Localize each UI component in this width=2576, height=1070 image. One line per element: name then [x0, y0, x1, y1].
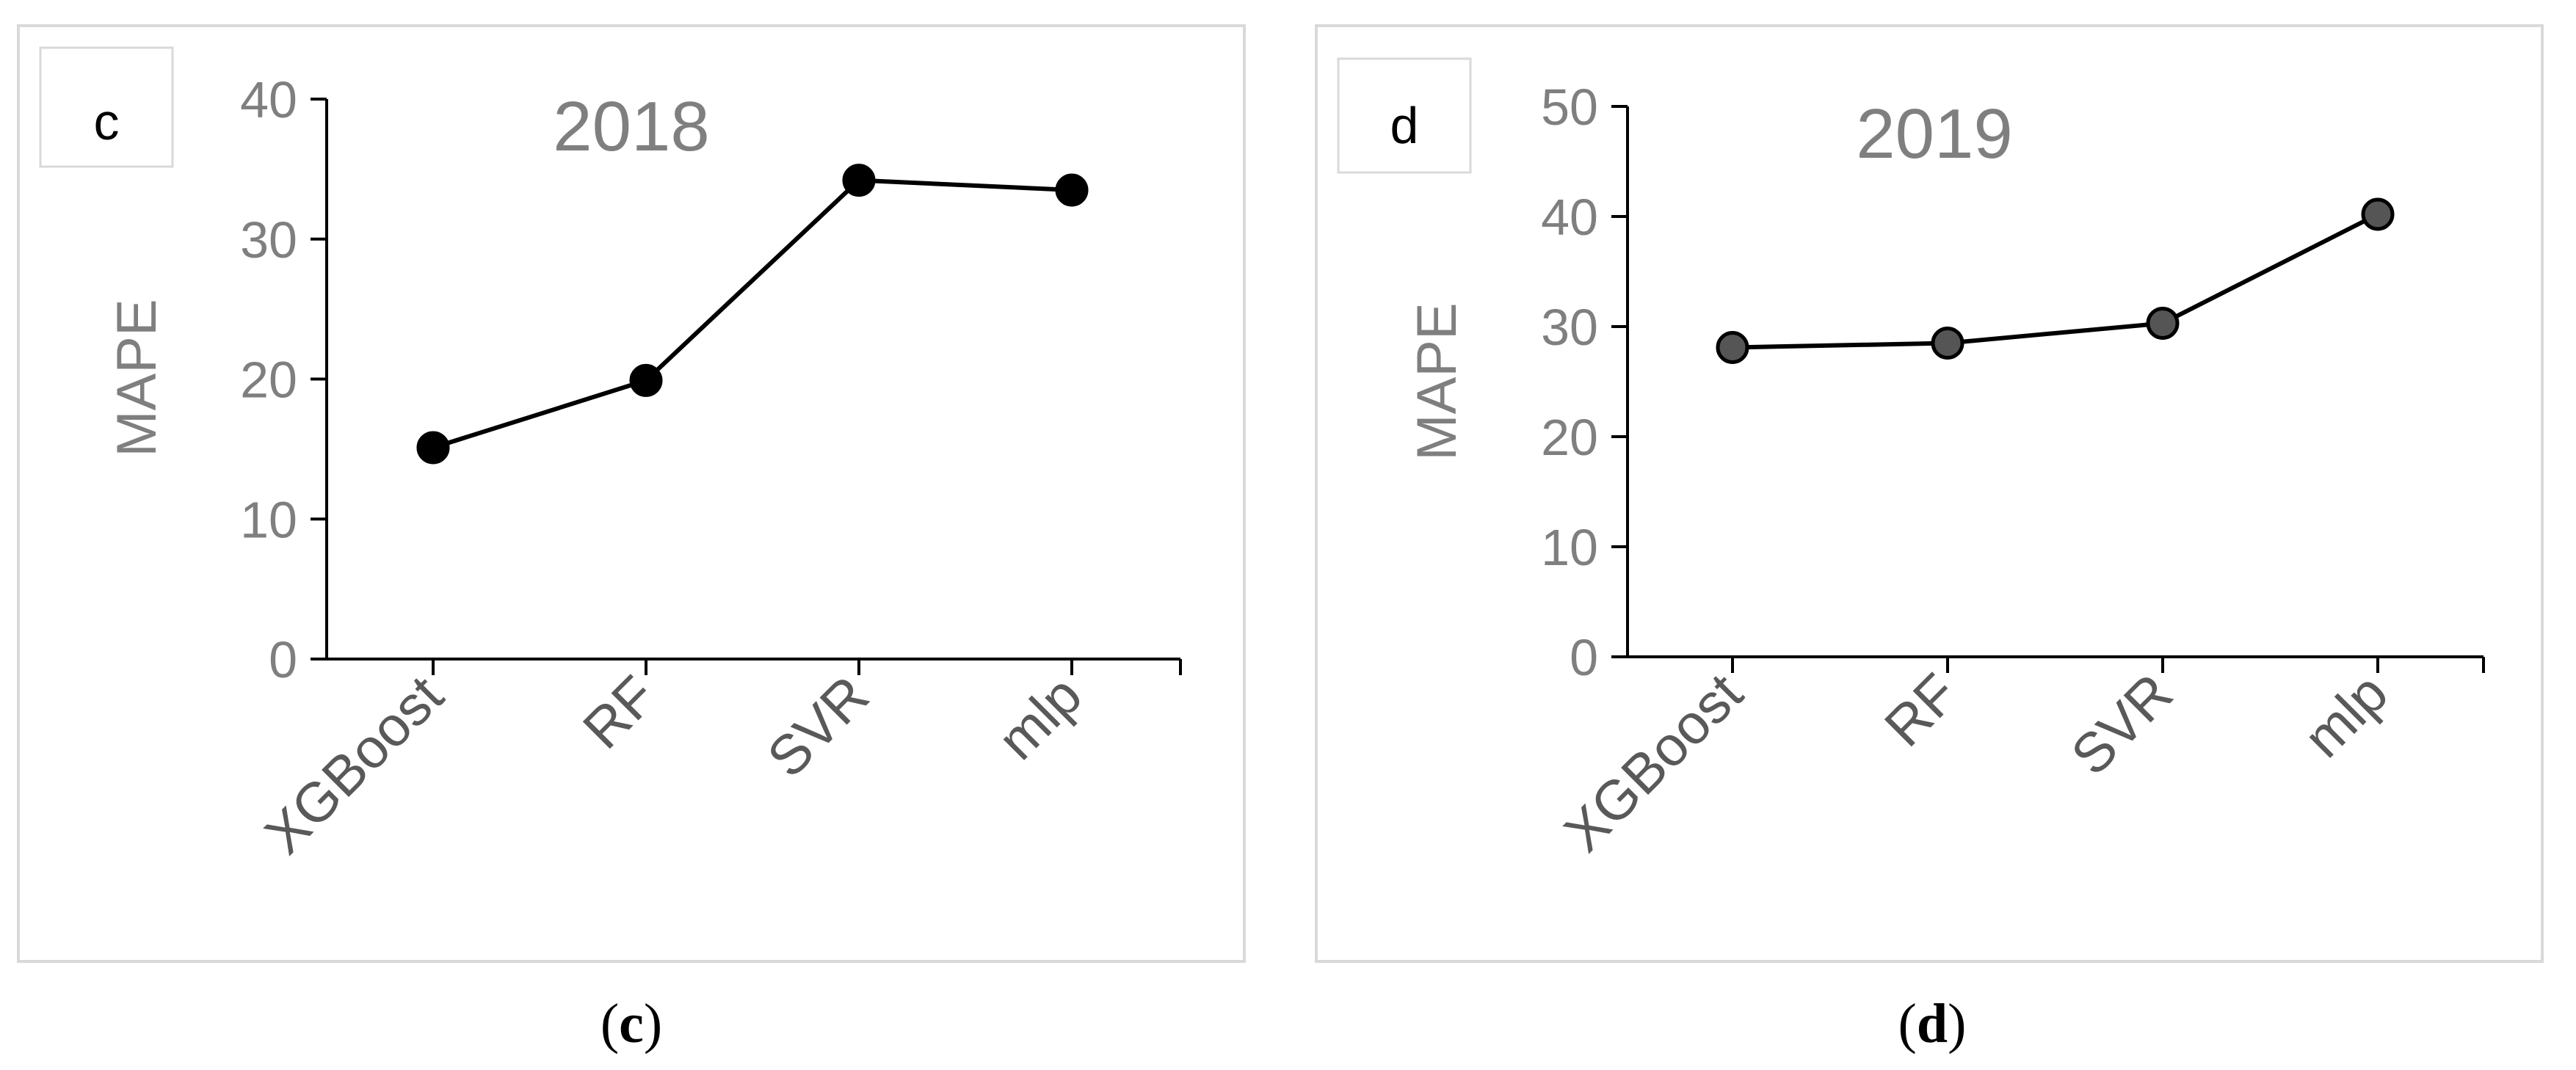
panel-c-y-axis-label: MAPE	[106, 299, 168, 456]
panel-c-y-tick-label: 0	[269, 631, 297, 688]
panel-c-frame	[17, 24, 1246, 963]
panel-c-tag-box	[39, 46, 174, 168]
caption-d-letter: d	[1917, 993, 1948, 1055]
panel-c-y-tick-label: 10	[240, 491, 297, 548]
panel-c-data-point-xgboost	[416, 431, 450, 465]
caption-c-letter: c	[619, 993, 644, 1055]
panel-d-markers	[1716, 197, 2395, 364]
caption-c-close: )	[644, 993, 662, 1055]
panel-c-data-point-svr	[842, 164, 876, 197]
caption-c-open: (	[601, 993, 619, 1055]
panel-c-data-point-mlp	[1055, 173, 1089, 207]
caption-d-close: )	[1948, 993, 1966, 1055]
panel-c-title: 2018	[553, 87, 710, 166]
panel-c-x-ticks	[432, 659, 1182, 675]
panel-d-y-tick-label: 40	[1541, 189, 1598, 246]
panel-d-data-point-mlp	[2361, 197, 2395, 231]
panel-d-frame	[1315, 24, 2544, 963]
panel-c-tag: c	[94, 93, 120, 150]
panel-d-data-point-xgboost	[1716, 331, 1749, 364]
panel-d-y-tick-label: 20	[1541, 409, 1598, 466]
panel-d-y-tick-label: 0	[1570, 629, 1598, 686]
panel-d-title: 2019	[1856, 95, 2013, 173]
panel-c-y-ticks: 0 10 20 30 40	[240, 71, 327, 688]
panel-c-y-tick-label: 30	[240, 211, 297, 269]
panel-d-y-tick-label: 50	[1541, 79, 1598, 136]
panel-d-y-tick-label: 10	[1541, 519, 1598, 576]
panel-d-tag-box	[1337, 57, 1472, 174]
panel-d-series-line	[1732, 212, 2379, 350]
panel-c-y-tick-label: 40	[240, 71, 297, 128]
panel-d-y-tick-label: 30	[1541, 299, 1598, 356]
panel-d-y-ticks: 0 10 20 30 40 50	[1541, 79, 1628, 686]
panel-d-x-ticks	[1731, 657, 2485, 673]
panel-d-tag: d	[1390, 97, 1419, 154]
panel-d-data-point-svr	[2146, 307, 2180, 340]
panel-c-markers	[416, 164, 1089, 465]
caption-d-open: (	[1898, 993, 1917, 1055]
caption-d: (d)	[1898, 993, 1967, 1055]
panel-c-series-line	[432, 178, 1073, 450]
panel-d-data-point-rf	[1931, 327, 1964, 360]
panel-c-y-tick-label: 20	[240, 352, 297, 409]
panel-d-y-axis-label: MAPE	[1406, 302, 1468, 460]
panel-d-axes	[1626, 106, 2484, 658]
caption-c: (c)	[601, 993, 662, 1055]
panel-c-data-point-rf	[629, 363, 663, 397]
